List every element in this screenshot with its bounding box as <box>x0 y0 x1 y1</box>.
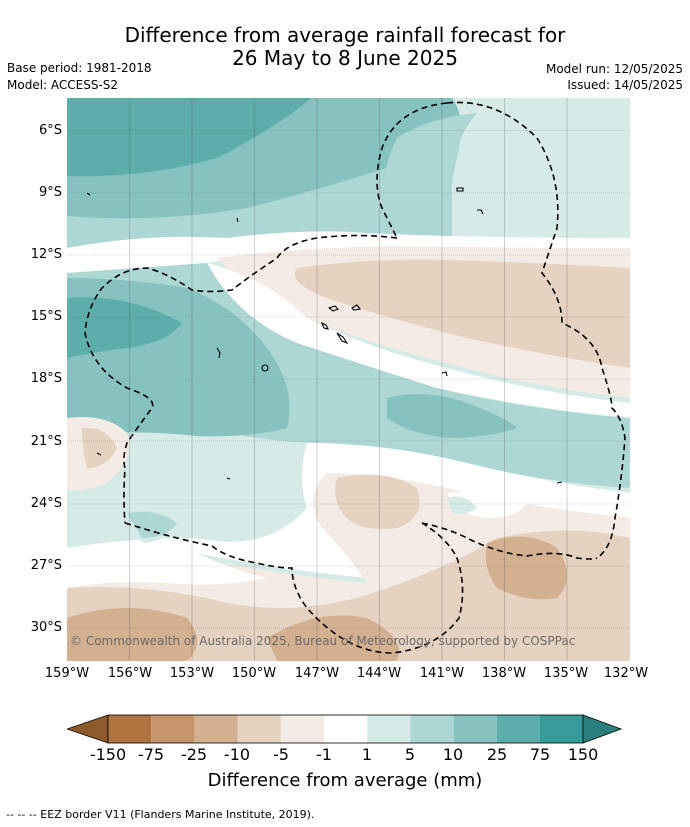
model-text: Model: ACCESS-S2 <box>7 78 119 92</box>
colorbar-tick: 150 <box>567 745 599 764</box>
copyright-notice: © Commonwealth of Australia 2025, Bureau… <box>70 634 576 648</box>
field-west-10b <box>127 511 177 538</box>
map-title-line2: 26 May to 8 June 2025 <box>232 46 458 70</box>
rainfall-difference-map <box>67 98 630 661</box>
colorbar <box>67 714 623 744</box>
colorbar-segment <box>108 715 152 743</box>
lon-label-147w: 147°W <box>294 666 340 681</box>
lon-label-138w: 138°W <box>481 666 527 681</box>
lat-label-15s: 15°S <box>30 309 62 324</box>
map-title-line1: Difference from average rainfall forecas… <box>124 23 566 47</box>
issued-text: Issued: 14/05/2025 <box>567 78 683 92</box>
lat-label-27s: 27°S <box>30 558 62 573</box>
colorbar-extend-high <box>582 714 623 744</box>
field-south-teal-blob <box>447 496 477 514</box>
colorbar-tick: -10 <box>223 745 251 764</box>
lat-label-18s: 18°S <box>30 371 62 386</box>
colorbar-segment <box>194 715 238 743</box>
model-run-text: Model run: 12/05/2025 <box>545 62 683 76</box>
colorbar-tick: -75 <box>137 745 165 764</box>
base-period-text: Base period: 1981-2018 <box>7 61 152 75</box>
field-south-dark-1 <box>485 536 567 600</box>
colorbar-tick: 10 <box>442 745 464 764</box>
lon-label-150w: 150°W <box>231 666 277 681</box>
colorbar-segment <box>453 715 497 743</box>
field-south-white <box>67 551 267 588</box>
field-dry-band-mid <box>295 259 630 368</box>
colorbar-tick: -150 <box>89 745 127 764</box>
colorbar-segment <box>367 715 411 743</box>
colorbar-segment <box>410 715 454 743</box>
field-south-dark-2 <box>67 608 197 661</box>
lon-label-141w: 141°W <box>419 666 465 681</box>
lon-label-135w: 135°W <box>543 666 589 681</box>
colorbar-label: Difference from average (mm) <box>207 770 483 791</box>
colorbar-tick: 75 <box>529 745 551 764</box>
lon-label-153w: 153°W <box>169 666 215 681</box>
colorbar-tick: -5 <box>273 745 289 764</box>
field-ne-10 <box>383 113 477 238</box>
colorbar-tick: 5 <box>404 745 416 764</box>
colorbar-segment <box>496 715 540 743</box>
lat-label-21s: 21°S <box>30 434 62 449</box>
field-white-band-3 <box>67 443 630 578</box>
field-white-band-2 <box>207 263 630 418</box>
colorbar-tick: -25 <box>180 745 208 764</box>
field-sw-dry-mid <box>82 427 117 468</box>
lat-label-9s: 9°S <box>38 185 62 200</box>
field-center-25 <box>387 394 517 438</box>
lat-label-6s: 6°S <box>38 123 62 138</box>
field-south-dry-c <box>335 474 420 529</box>
colorbar-segment <box>151 715 195 743</box>
lat-label-30s: 30°S <box>30 620 62 635</box>
lat-label-24s: 24°S <box>30 496 62 511</box>
colorbar-extend-low <box>67 714 109 744</box>
colorbar-segment <box>280 715 324 743</box>
colorbar-segment <box>540 715 583 743</box>
colorbar-tick: 25 <box>486 745 508 764</box>
lon-label-132w: 132°W <box>603 666 649 681</box>
colorbar-segment <box>324 715 368 743</box>
island-outlines <box>86 187 563 484</box>
map-gridlines <box>67 98 630 661</box>
lon-label-144w: 144°W <box>356 666 402 681</box>
eez-legend-footnote: -- -- -- EEZ border V11 (Flanders Marine… <box>6 808 315 821</box>
eez-borders <box>84 101 626 654</box>
field-ne-light <box>450 98 630 248</box>
colorbar-tick: 1 <box>361 745 373 764</box>
colorbar-tick: -1 <box>316 745 332 764</box>
colorbar-segment <box>237 715 281 743</box>
field-white-band-1 <box>67 231 630 273</box>
field-north-75 <box>67 98 312 177</box>
lon-label-159w: 159°W <box>44 666 90 681</box>
field-west-75 <box>67 297 182 358</box>
lon-label-156w: 156°W <box>107 666 153 681</box>
lat-label-12s: 12°S <box>30 247 62 262</box>
